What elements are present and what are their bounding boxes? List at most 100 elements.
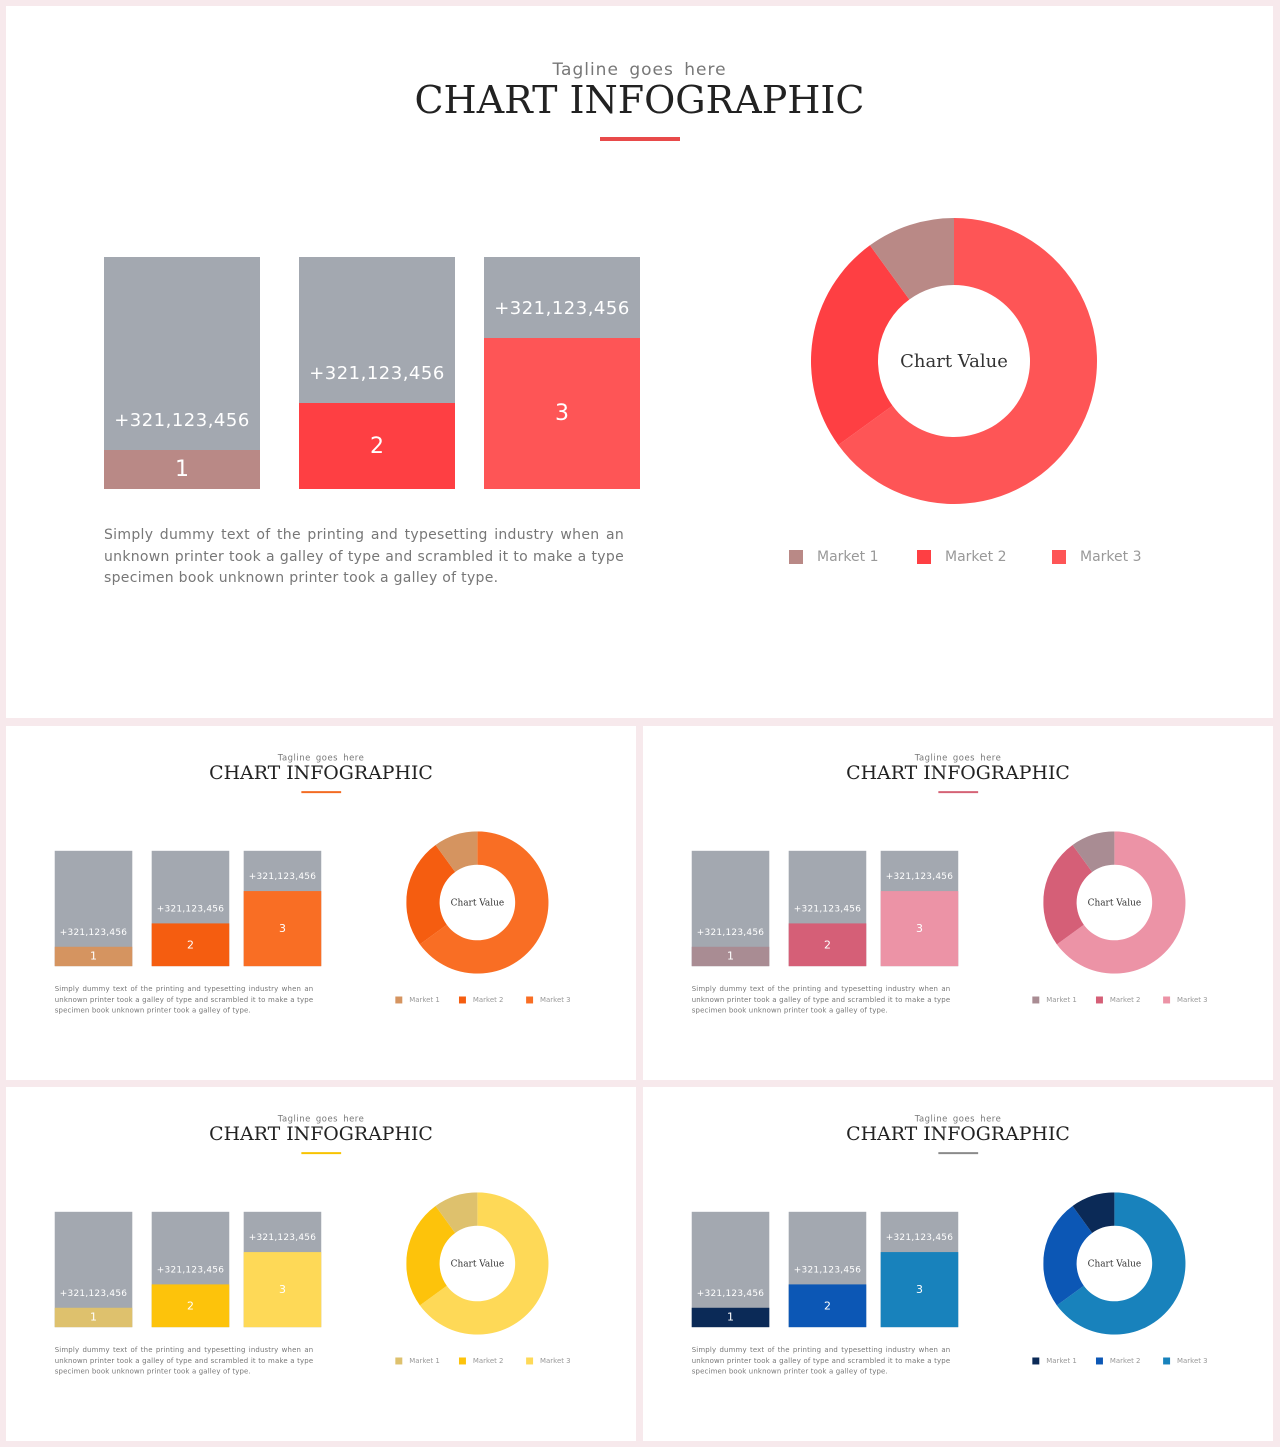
bar-value-label: +321,123,456 [59, 1287, 128, 1299]
bar-value-label: +321,123,456 [793, 1264, 862, 1275]
legend-item-market-2: Market 2 [458, 1357, 504, 1365]
donut-slice-market-2 [1043, 1205, 1093, 1306]
legend: Market 1 Market 2 Market 3 [789, 549, 1169, 569]
bar-fill-1: 1 [691, 946, 770, 967]
legend-label: Market 3 [540, 996, 571, 1004]
bar-number: 3 [278, 922, 286, 935]
legend-label: Market 1 [1046, 996, 1077, 1004]
bar-value-label: +321,123,456 [494, 298, 630, 319]
bar-value-label: +321,123,456 [156, 903, 225, 914]
bar-value-label: +321,123,456 [696, 926, 765, 938]
legend-label: Market 2 [472, 1357, 504, 1365]
slide-1: Tagline goes here CHART INFOGRAPHIC +321… [6, 6, 1273, 718]
legend-swatch [1163, 996, 1171, 1004]
legend-label: Market 3 [540, 1357, 571, 1365]
description-text: Simply dummy text of the printing and ty… [104, 527, 624, 586]
legend-label: Market 2 [472, 996, 504, 1004]
bar-value-label: +321,123,456 [156, 1264, 225, 1275]
donut-slice-market-2 [1043, 844, 1093, 945]
bar-fill-2: 2 [299, 403, 455, 489]
bar-value-label: +321,123,456 [885, 871, 954, 882]
donut-slice-market-3 [1056, 831, 1186, 974]
slide-5: Tagline goes here CHART INFOGRAPHIC +321… [643, 1087, 1273, 1441]
donut-slice-market-3 [1056, 1192, 1186, 1335]
legend-label: Market 2 [1109, 1357, 1141, 1365]
bar-column-1: +321,123,456 1 [691, 1211, 770, 1328]
bar-fill-2: 2 [788, 923, 867, 967]
bar-number: 2 [823, 1299, 831, 1312]
bar-value-label: +321,123,456 [248, 871, 317, 882]
bar-number: 1 [90, 1311, 97, 1324]
legend: Market 1 Market 2 Market 3 [395, 996, 584, 1006]
bar-number: 1 [90, 950, 97, 963]
bar-column-2: +321,123,456 2 [299, 257, 455, 489]
slide-4: Tagline goes here CHART INFOGRAPHIC +321… [6, 1087, 636, 1441]
legend-item-market-2: Market 2 [1095, 996, 1141, 1004]
legend-swatch [1032, 996, 1040, 1004]
slide-title: CHART INFOGRAPHIC [846, 1122, 1070, 1145]
legend-swatch [526, 1357, 534, 1365]
title-underline [301, 791, 342, 794]
donut-chart [1043, 1192, 1186, 1335]
legend-item-market-3: Market 3 [526, 1357, 571, 1365]
bar-number: 2 [823, 938, 831, 951]
bar-value-label: +321,123,456 [793, 903, 862, 914]
legend-swatch [1163, 1357, 1171, 1365]
legend-item-market-1: Market 1 [1032, 1357, 1077, 1365]
legend-swatch [789, 550, 803, 564]
bar-column-2: +321,123,456 2 [788, 850, 867, 967]
slide-title: CHART INFOGRAPHIC [414, 78, 865, 122]
bar-fill-1: 1 [54, 1307, 133, 1328]
description-text: Simply dummy text of the printing and ty… [54, 1346, 314, 1376]
legend-item-market-1: Market 1 [395, 996, 440, 1004]
legend-item-market-2: Market 2 [458, 996, 504, 1004]
slide-title: CHART INFOGRAPHIC [209, 761, 433, 784]
donut-slice-market-3 [838, 218, 1097, 504]
donut-slice-market-1 [1072, 1192, 1115, 1233]
legend: Market 1 Market 2 Market 3 [1032, 1357, 1221, 1367]
tagline: Tagline goes here [914, 752, 1002, 763]
legend-swatch [1095, 996, 1103, 1004]
bar-column-3: +321,123,456 3 [880, 850, 959, 967]
bar-number: 3 [915, 1283, 923, 1296]
donut-slice-market-1 [1072, 831, 1115, 872]
legend-item-market-1: Market 1 [1032, 996, 1077, 1004]
legend-label: Market 1 [817, 549, 879, 565]
bar-number: 3 [555, 401, 569, 426]
bar-fill-2: 2 [151, 923, 230, 967]
bar-value-label: +321,123,456 [885, 1232, 954, 1243]
legend-label: Market 3 [1177, 1357, 1208, 1365]
bar-column-1: +321,123,456 1 [691, 850, 770, 967]
donut-chart [406, 831, 549, 974]
legend: Market 1 Market 2 Market 3 [395, 1357, 584, 1367]
legend-label: Market 3 [1080, 549, 1142, 565]
bar-fill-3: 3 [243, 891, 322, 967]
donut-center-label: Chart Value [450, 897, 505, 908]
donut-chart [1043, 831, 1186, 974]
legend-item-market-1: Market 1 [789, 549, 878, 565]
bar-fill-3: 3 [880, 1252, 959, 1328]
bar-value-label: +321,123,456 [309, 363, 445, 384]
legend-item-market-2: Market 2 [1095, 1357, 1141, 1365]
bar-number: 2 [370, 433, 384, 459]
bar-number: 3 [915, 922, 923, 935]
donut-chart [811, 218, 1097, 504]
bar-column-1: +321,123,456 1 [54, 850, 133, 967]
description-text: Simply dummy text of the printing and ty… [54, 985, 314, 1015]
donut-center-label: Chart Value [1087, 1258, 1142, 1269]
bar-fill-3: 3 [243, 1252, 322, 1328]
legend-label: Market 2 [1109, 996, 1141, 1004]
donut-center-label: Chart Value [900, 350, 1008, 372]
bar-fill-1: 1 [691, 1307, 770, 1328]
bar-number: 1 [727, 950, 734, 963]
bar-number: 2 [186, 1299, 194, 1312]
bar-value-label: +321,123,456 [248, 1232, 317, 1243]
bar-number: 1 [727, 1311, 734, 1324]
bar-column-1: +321,123,456 1 [104, 257, 260, 489]
donut-slice-market-3 [419, 1192, 549, 1335]
bar-column-3: +321,123,456 3 [243, 1211, 322, 1328]
description-text: Simply dummy text of the printing and ty… [691, 1346, 951, 1376]
bar-fill-1: 1 [54, 946, 133, 967]
bar-number: 2 [186, 938, 194, 951]
legend-swatch [1095, 1357, 1103, 1365]
